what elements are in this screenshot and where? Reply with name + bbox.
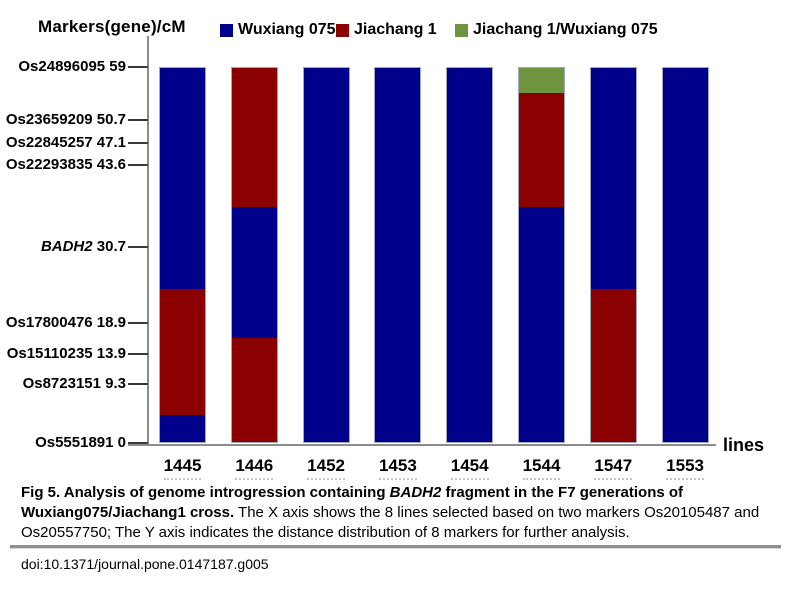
legend-label: Wuxiang 075	[238, 21, 336, 38]
bar-1445	[159, 67, 206, 443]
x-label-text: 1454	[450, 456, 489, 480]
y-tick-label: Os5551891 0	[35, 434, 126, 451]
caption-body: The X axis shows the 8 lines selected ba…	[21, 504, 760, 541]
caption-bold-pre: Analysis of genome introgression contain…	[60, 484, 390, 501]
bar-1446	[230, 67, 278, 443]
marker-gene-name: Os22293835	[5, 156, 93, 174]
marker-gene-name: Os17800476	[5, 313, 93, 331]
marker-gene-name: BADH2	[40, 238, 93, 256]
x-label-1445: 1445	[151, 456, 214, 480]
x-label-text: 1445	[163, 456, 202, 480]
bar-1454-segment	[447, 68, 493, 442]
x-label-1553: 1553	[654, 456, 717, 480]
marker-gene-name: Os23659209	[5, 110, 93, 128]
hetero_green-swatch-icon	[455, 23, 468, 37]
legend-label: Jiachang 1	[354, 21, 437, 38]
y-tick-label: Os22293835 43.6	[5, 156, 126, 174]
bar-1547-segment	[590, 288, 636, 442]
y-tick-label: Os15110235 13.9	[6, 345, 126, 363]
y-tick	[128, 66, 148, 68]
x-label-text: 1544	[522, 456, 561, 480]
x-label-1544: 1544	[510, 456, 573, 480]
y-tick-label: Os8723151 9.3	[22, 374, 126, 392]
bar-1446-segment	[231, 206, 277, 339]
caption-gene-name: BADH2	[389, 484, 442, 501]
marker-gene-name: Os8723151	[22, 374, 101, 392]
x-axis-line	[128, 444, 716, 446]
marker-gene-name: Os24896095	[18, 58, 106, 75]
bar-1547	[589, 67, 637, 443]
y-tick-label: Os24896095 59	[18, 58, 126, 75]
x-label-1547: 1547	[582, 456, 645, 480]
bar-1453-segment	[375, 68, 421, 442]
y-tick	[128, 353, 148, 356]
y-axis-title: Markers(gene)/cM	[38, 17, 186, 36]
y-tick	[128, 141, 148, 144]
bar-1547-segment	[590, 68, 636, 289]
y-tick	[128, 382, 148, 385]
legend-item: Wuxiang 075	[220, 21, 336, 38]
x-axis-title: lines	[723, 435, 765, 455]
bar-1446-segment	[231, 338, 277, 442]
caption-bold-post: fragment in the F7 generations of Wuxian…	[21, 484, 684, 521]
caption-fig-label: Fig 5.	[21, 484, 61, 501]
bar-1453	[374, 67, 422, 443]
separator-rule	[10, 545, 781, 549]
x-label-text: 1453	[378, 456, 417, 480]
bar-1445-segment	[160, 288, 205, 415]
bar-1446-segment	[231, 68, 277, 207]
y-tick-label: Os23659209 50.7	[5, 110, 126, 128]
y-tick	[128, 246, 148, 249]
x-label-text: 1547	[594, 456, 633, 480]
x-label-1453: 1453	[366, 456, 429, 480]
x-label-1452: 1452	[295, 456, 358, 480]
jiachang_red-swatch-icon	[336, 23, 349, 37]
marker-gene-name: Os22845257	[5, 133, 93, 151]
bar-1544-segment	[519, 206, 564, 442]
x-label-text: 1452	[307, 456, 345, 480]
wuxiang_blue-swatch-icon	[220, 23, 233, 37]
bar-1445-segment	[160, 414, 205, 442]
marker-gene-name: Os15110235	[6, 345, 93, 363]
y-tick	[128, 164, 148, 167]
bar-1553-segment	[662, 68, 708, 442]
x-label-1454: 1454	[438, 456, 501, 480]
y-tick-label: Os17800476 18.9	[5, 313, 126, 331]
bar-1454	[446, 67, 494, 443]
marker-gene-name: Os5551891	[35, 434, 114, 451]
bar-1452-segment	[303, 68, 349, 442]
x-label-text: 1446	[235, 456, 274, 480]
legend-item: Jiachang 1/Wuxiang 075	[455, 21, 658, 38]
y-axis-line	[147, 36, 149, 446]
bar-1544-segment	[519, 93, 564, 207]
bar-1553	[661, 67, 709, 443]
doi-text: doi:10.1371/journal.pone.0147187.g005	[21, 556, 269, 572]
x-label-text: 1553	[666, 456, 704, 480]
figure-caption: Fig 5. Analysis of genome introgression …	[21, 483, 769, 543]
bar-1452	[302, 67, 350, 443]
y-tick-label: BADH2 30.7	[40, 238, 126, 256]
bar-1544	[518, 67, 565, 443]
bar-1544-segment	[519, 68, 564, 94]
y-tick	[128, 442, 148, 444]
y-tick	[128, 321, 148, 324]
y-tick	[128, 118, 148, 121]
legend-item: Jiachang 1	[336, 21, 437, 38]
y-tick-label: Os22845257 47.1	[5, 133, 126, 151]
x-label-1446: 1446	[223, 456, 286, 480]
legend-label: Jiachang 1/Wuxiang 075	[473, 21, 658, 38]
bar-1445-segment	[160, 68, 205, 289]
